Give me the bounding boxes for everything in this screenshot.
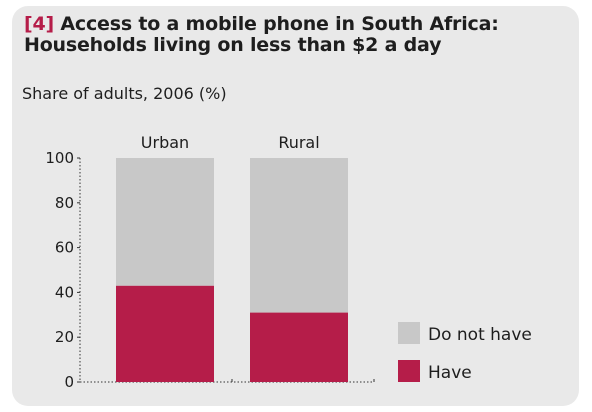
legend-swatch-have (398, 360, 420, 382)
y-tick-label: 0 (64, 373, 74, 391)
bar-urban-have (116, 285, 214, 382)
bar-urban-do-not-have (116, 158, 214, 286)
y-tick-label: 40 (55, 283, 74, 301)
y-tick-label: 80 (55, 194, 74, 212)
legend-swatch-do-not-have (398, 322, 420, 344)
category-label: Urban (141, 133, 189, 152)
bar-rural-do-not-have (250, 158, 348, 313)
chart-subtitle: Share of adults, 2006 (%) (22, 84, 227, 103)
legend-label: Do not have (428, 325, 532, 345)
chart-title-line1: Access to a mobile phone in South Africa… (60, 13, 499, 35)
legend-label: Have (428, 363, 472, 383)
y-tick-label: 20 (55, 328, 74, 346)
chart-title-line2: Households living on less than $2 a day (24, 34, 442, 56)
chart-title: [4] Access to a mobile phone in South Af… (24, 14, 564, 56)
y-tick-label: 100 (45, 149, 74, 167)
category-label: Rural (278, 133, 319, 152)
y-tick-label: 60 (55, 239, 74, 257)
chart-number: [4] (24, 13, 54, 35)
bar-rural-have (250, 312, 348, 382)
